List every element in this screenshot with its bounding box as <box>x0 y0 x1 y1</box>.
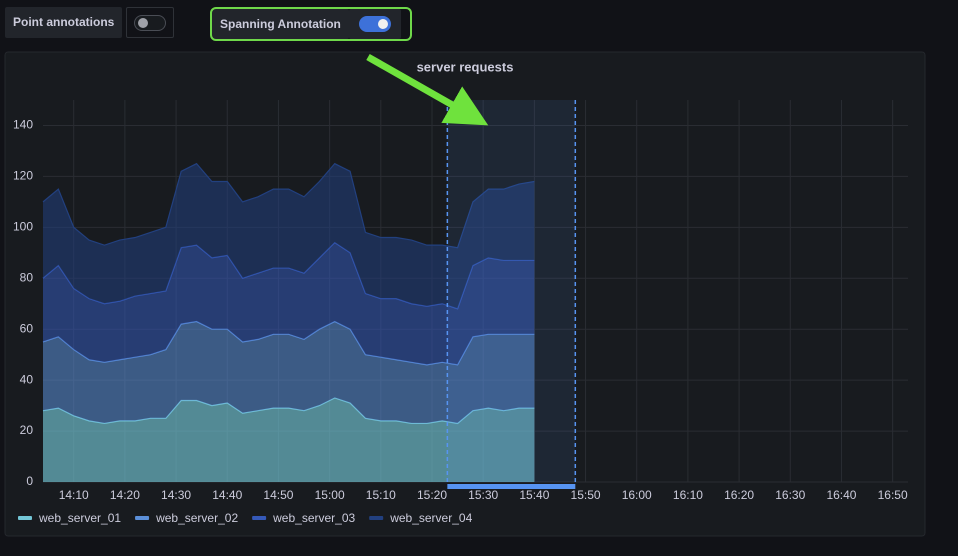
x-tick-label: 15:10 <box>366 488 396 502</box>
area <box>43 321 535 424</box>
x-tick-label: 16:50 <box>878 488 908 502</box>
legend-label: web_server_02 <box>155 511 238 525</box>
x-tick-label: 14:50 <box>263 488 293 502</box>
toggle-box <box>126 7 175 38</box>
x-tick-label: 14:40 <box>212 488 242 502</box>
y-tick-label: 0 <box>26 474 33 488</box>
legend-label: web_server_03 <box>272 511 355 525</box>
legend-swatch <box>135 516 150 520</box>
x-tick-label: 15:00 <box>315 488 345 502</box>
area <box>43 397 535 482</box>
toggle-label: Spanning Annotation <box>212 9 349 39</box>
x-tick-label: 16:00 <box>622 488 652 502</box>
x-tick-label: 14:20 <box>110 488 140 502</box>
y-tick-label: 80 <box>20 270 34 284</box>
x-tick-label: 16:20 <box>724 488 754 502</box>
line <box>42 162 535 249</box>
y-tick-label: 140 <box>13 118 33 132</box>
toggle[interactable] <box>134 14 167 31</box>
legend-label: web_server_04 <box>389 511 472 525</box>
x-tick-label: 15:30 <box>468 488 498 502</box>
y-tick-label: 60 <box>20 321 34 335</box>
toggle[interactable] <box>358 16 391 32</box>
spanning-annotation-control: Spanning Annotation <box>212 9 401 39</box>
x-tick-label: 16:30 <box>775 488 805 502</box>
arrow <box>366 53 489 126</box>
x-tick-label: 16:10 <box>673 488 703 502</box>
line <box>42 320 535 366</box>
panel <box>4 51 926 537</box>
toggle-box <box>348 9 401 39</box>
toggle-label: Point annotations <box>5 7 123 38</box>
line <box>42 397 535 425</box>
legend-swatch <box>252 516 267 520</box>
highlight-box <box>210 7 412 41</box>
y-tick-label: 100 <box>13 220 33 234</box>
legend-swatch <box>369 516 384 520</box>
area <box>43 242 535 365</box>
x-tick-label: 15:20 <box>417 488 447 502</box>
x-tick-label: 15:50 <box>571 488 601 502</box>
x-tick-label: 16:40 <box>826 488 856 502</box>
y-tick-label: 120 <box>13 169 33 183</box>
x-tick-label: 14:30 <box>161 488 191 502</box>
area <box>43 163 535 309</box>
point-annotations-control: Point annotations <box>5 7 175 38</box>
x-tick-label: 15:40 <box>519 488 549 502</box>
annotation-marker <box>447 484 576 489</box>
x-tick-label: 14:10 <box>59 488 89 502</box>
chart-title: server requests <box>417 59 514 74</box>
legend-label: web_server_01 <box>38 511 121 525</box>
annotation-region <box>447 100 576 482</box>
line <box>42 241 535 310</box>
legend-swatch <box>18 516 32 520</box>
y-tick-label: 40 <box>20 372 34 386</box>
y-tick-label: 20 <box>20 423 34 437</box>
